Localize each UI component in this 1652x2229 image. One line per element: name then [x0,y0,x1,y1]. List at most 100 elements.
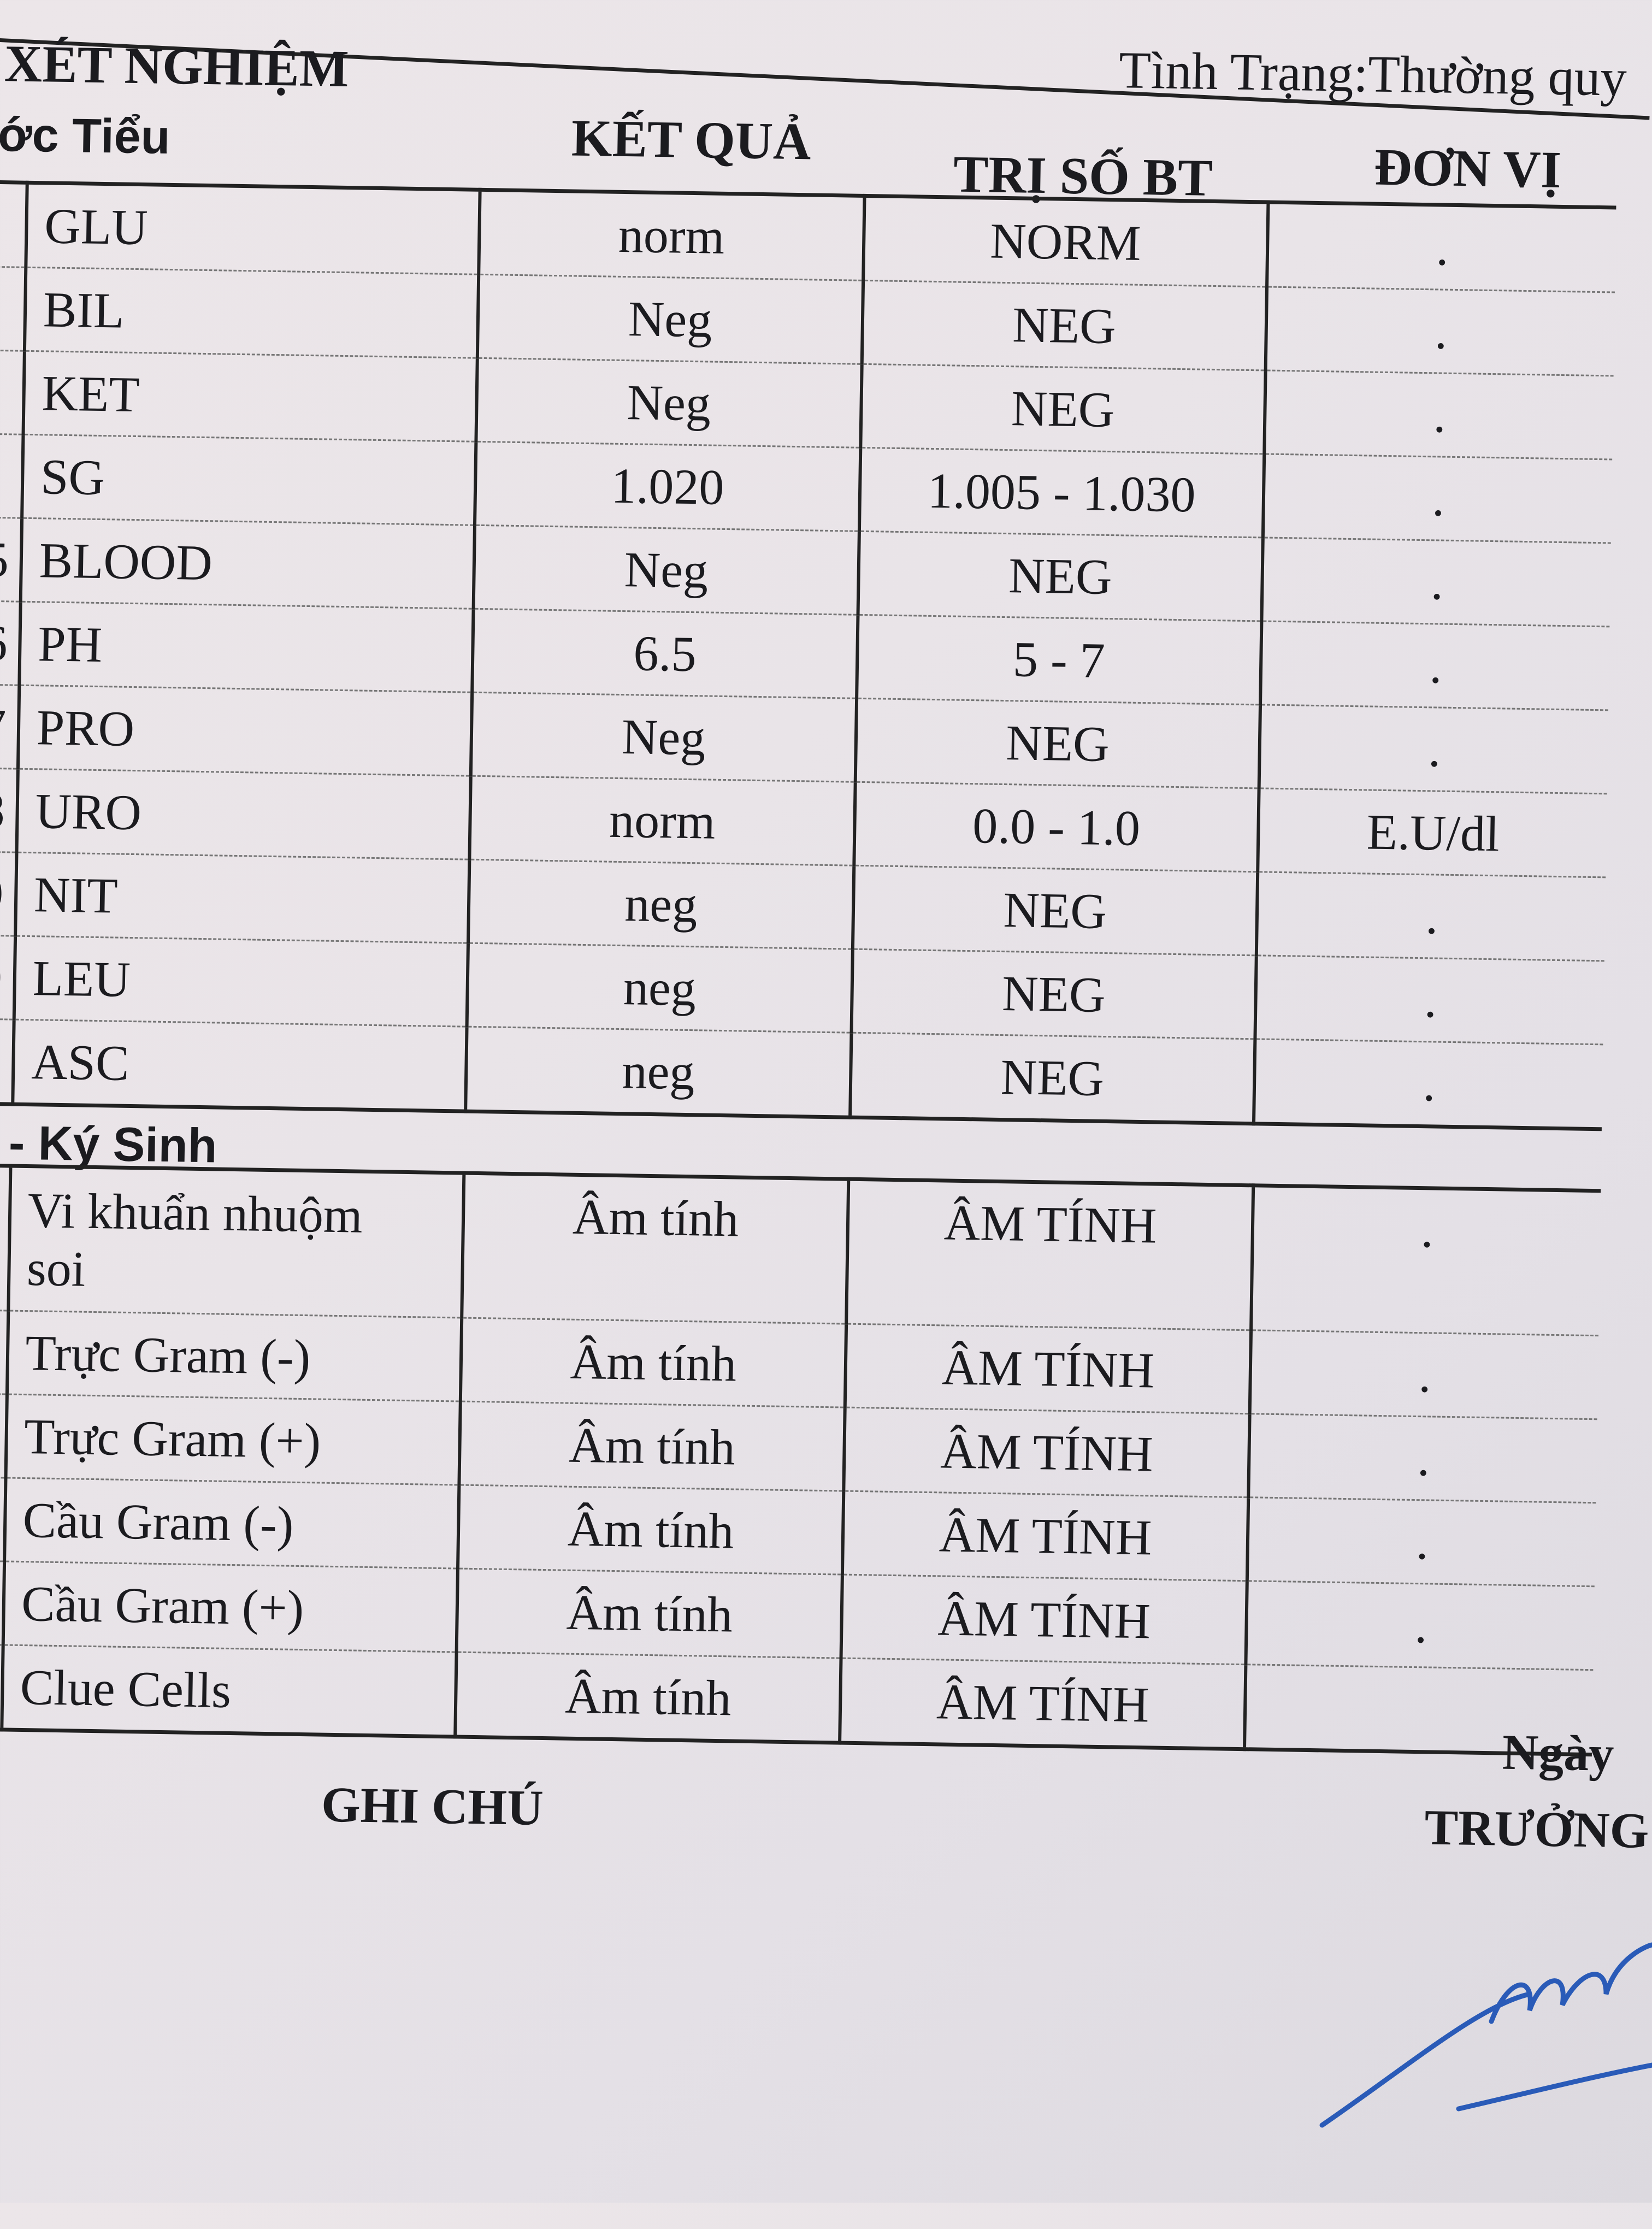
test-name-text: ASC [31,1034,130,1091]
row-number-text: 10 [0,948,3,1006]
reference-range: 5 - 7 [856,615,1262,705]
row-number: 10 [0,935,16,1020]
reference-range: NEG [849,1033,1255,1124]
row-number-text: 5 [0,531,9,588]
unit: . [1262,453,1613,543]
reference-range-text: NEG [1000,1049,1105,1106]
reference-range: ÂM TÍNH [841,1575,1247,1665]
test-result-text: Âm tính [567,1500,734,1559]
unit: . [1246,1581,1595,1670]
test-result-text: Âm tính [564,1667,732,1726]
reference-range-text: 5 - 7 [1012,631,1106,688]
test-result: Âm tính [455,1652,841,1743]
notes-label: GHI CHÚ [321,1776,544,1836]
reference-range-text: 0.0 - 1.0 [972,798,1141,856]
test-name: PH [19,602,474,693]
reference-range-text: NEG [1011,380,1115,438]
test-result-text: Neg [624,541,709,599]
reference-range: NEG [852,865,1258,956]
reference-range: 0.0 - 1.0 [853,782,1259,872]
test-result: neg [465,1027,852,1118]
test-result: norm [479,190,865,281]
test-result-text: Neg [628,291,713,348]
test-result: Neg [477,274,863,364]
test-result: Âm tính [461,1173,849,1324]
test-name-text: Cầu Gram (-) [22,1492,294,1552]
test-result: Âm tính [460,1318,847,1408]
unit: . [1264,370,1614,459]
test-result-text: Âm tính [568,1417,736,1476]
test-name-text: NIT [33,866,119,924]
reference-range-text: ÂM TÍNH [936,1673,1150,1733]
reference-range-text: NEG [1012,297,1117,355]
test-name: Cầu Gram (+) [3,1561,458,1652]
test-result: 6.5 [472,609,858,699]
unit: . [1250,1185,1601,1336]
unit: . [1266,202,1616,292]
test-name: SG [22,434,476,526]
test-name: URO [16,769,471,860]
test-result: Neg [470,692,857,782]
date-label: Ngày [1502,1724,1615,1782]
unit: . [1253,1039,1603,1129]
unit: . [1265,286,1615,376]
urine-results-table: GLU norm NORM. BIL Neg NEG. KET Neg NEG. SG 1.020 1… [0,180,1616,1131]
unit: . [1261,537,1611,627]
test-name-text: PRO [36,699,135,757]
reference-range-text: NEG [1001,965,1106,1023]
unit-text: . [1425,888,1439,945]
reference-range: NEG [862,280,1267,370]
test-result-text: neg [621,1043,695,1100]
row-number: 9 [0,851,17,936]
test-name-text: Clue Cells [20,1659,232,1719]
row-number [0,266,26,351]
row-number-text: 9 [0,865,4,922]
unit-text: . [1435,220,1449,276]
signature-stroke [1319,1942,1652,2128]
unit-text: . [1429,638,1443,694]
header-test: XÉT NGHIỆM [4,34,350,98]
row-number-text: 8 [0,782,5,839]
reference-range: NEG [860,364,1266,454]
test-result: neg [468,859,854,950]
reference-range-text: ÂM TÍNH [940,1423,1154,1482]
test-result: 1.020 [474,441,860,532]
unit-text: . [1432,387,1447,443]
unit: . [1260,621,1610,710]
row-number-text: 7 [0,698,7,755]
unit: . [1255,955,1604,1045]
test-name: ASC [13,1019,467,1112]
reference-range-text: NORM [989,213,1142,271]
test-name: NIT [15,852,470,944]
test-name: Trực Gram (-) [7,1311,462,1402]
test-name: Vi khuẩn nhuộm soi [8,1166,464,1318]
reference-range: ÂM TÍNH [845,1324,1251,1414]
test-name: GLU [26,182,480,275]
test-name-text: SG [40,449,105,506]
test-result-text: Neg [626,374,711,432]
unit-text: . [1431,470,1446,527]
test-name-text: GLU [44,198,149,256]
test-result: Neg [476,358,862,448]
reference-range: ÂM TÍNH [846,1179,1253,1330]
status-text: Tình Trạng:Thường quy [1118,40,1627,107]
reference-range: 1.005 - 1.030 [859,447,1265,538]
test-name-continued: soi [26,1240,86,1297]
unit: . [1247,1497,1596,1587]
signature [1319,1942,1652,2128]
test-name: Cầu Gram (-) [4,1477,459,1569]
row-number: 8 [0,768,18,853]
row-number: 5 [0,517,22,602]
test-result: Âm tính [457,1485,844,1575]
unit: . [1248,1413,1597,1503]
test-result-text: neg [623,959,697,1017]
header-unit: ĐƠN VỊ [1373,137,1562,199]
row-number [0,433,23,518]
reference-range: NEG [851,949,1256,1039]
unit-text: E.U/dl [1366,804,1500,862]
unit-text: . [1415,1514,1429,1570]
head-label: TRƯỞNG [1424,1799,1650,1859]
test-name: Trực Gram (+) [5,1394,461,1485]
unit: E.U/dl [1257,788,1607,877]
